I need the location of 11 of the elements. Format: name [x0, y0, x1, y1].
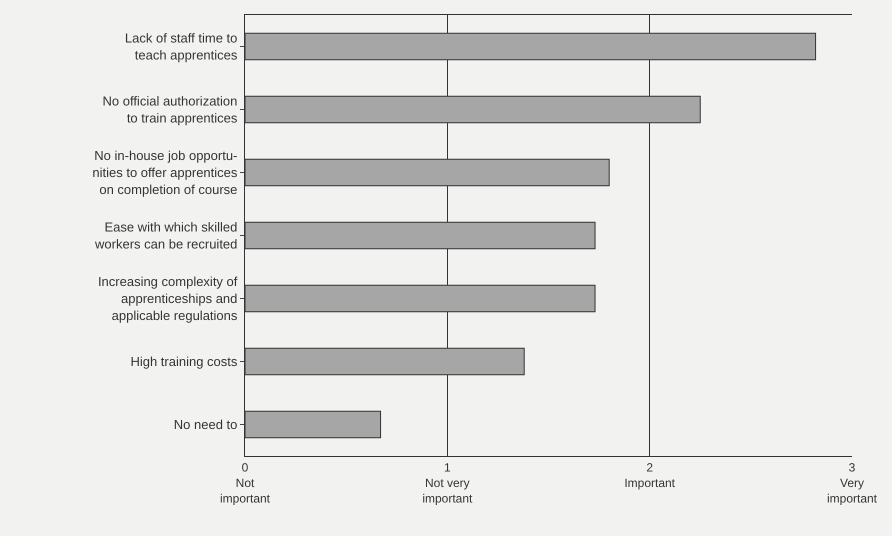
- y-tick-label: No in-house job opportu- nities to offer apprentices on completion of course: [92, 148, 238, 197]
- x-tick-label: 2 Important: [624, 460, 676, 490]
- y-tick-label: Lack of staff time to teach apprentices: [124, 30, 238, 62]
- y-tick-label: No official authorization to train apprentices: [102, 94, 238, 126]
- y-tick-label: No need to: [174, 417, 238, 432]
- y-tick-label: High training costs: [130, 354, 238, 370]
- y-tick-label: Ease with which skilled workers can be recruited: [94, 220, 238, 252]
- x-tick-label: 0 Not important: [220, 460, 271, 506]
- x-tick-label: 1 Not very important: [422, 460, 473, 506]
- y-tick-label: Increasing complexity of apprenticeships and applicable regulations: [98, 274, 238, 323]
- x-tick-label: 3 Very important: [826, 460, 878, 506]
